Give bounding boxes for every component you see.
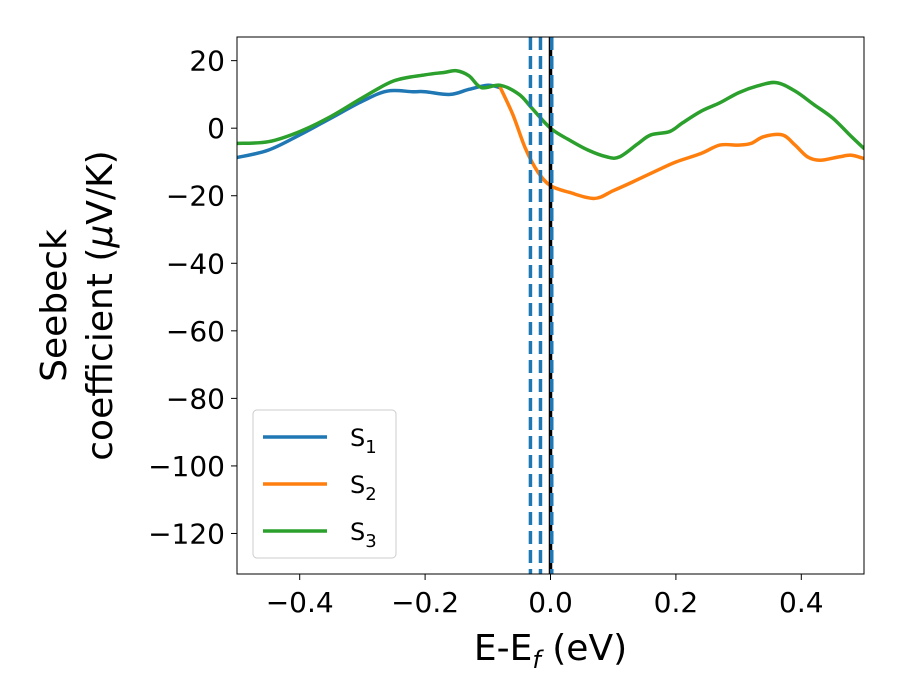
legend-label-2: S2	[350, 471, 377, 505]
series-line-2	[498, 85, 864, 201]
series-line-3	[237, 68, 864, 160]
legend-label-1: S1	[350, 424, 377, 458]
y-tick-label: −20	[166, 180, 225, 213]
plot-area	[237, 37, 864, 574]
x-tick-label: 0.0	[528, 586, 573, 619]
y-tick-label: 0	[207, 112, 225, 145]
y-tick-label: −120	[148, 517, 225, 550]
y-axis-title-line2: coefficient (μV/K)	[80, 150, 121, 460]
x-tick-label: −0.4	[266, 586, 334, 619]
y-axis-title-line1: Seebeck	[34, 229, 75, 382]
y-tick-label: −80	[166, 382, 225, 415]
x-tick-label: 0.4	[779, 586, 824, 619]
legend: S1 S2 S3	[252, 409, 397, 559]
x-tick-label: 0.2	[654, 586, 699, 619]
legend-label-3: S3	[350, 518, 377, 552]
x-axis-title: E-Ef (eV)	[474, 628, 627, 674]
y-tick-label: −100	[148, 450, 225, 483]
y-tick-label: −60	[166, 315, 225, 348]
y-tick-label: 20	[189, 45, 225, 78]
x-tick-label: −0.2	[391, 586, 459, 619]
series-line-1	[237, 83, 503, 160]
y-tick-label: −40	[166, 247, 225, 280]
axis-ticks: −0.4 −0.2 0.0 0.2 0.4 20 0 −20 −40 −60 −80 −100 −120	[148, 45, 823, 619]
